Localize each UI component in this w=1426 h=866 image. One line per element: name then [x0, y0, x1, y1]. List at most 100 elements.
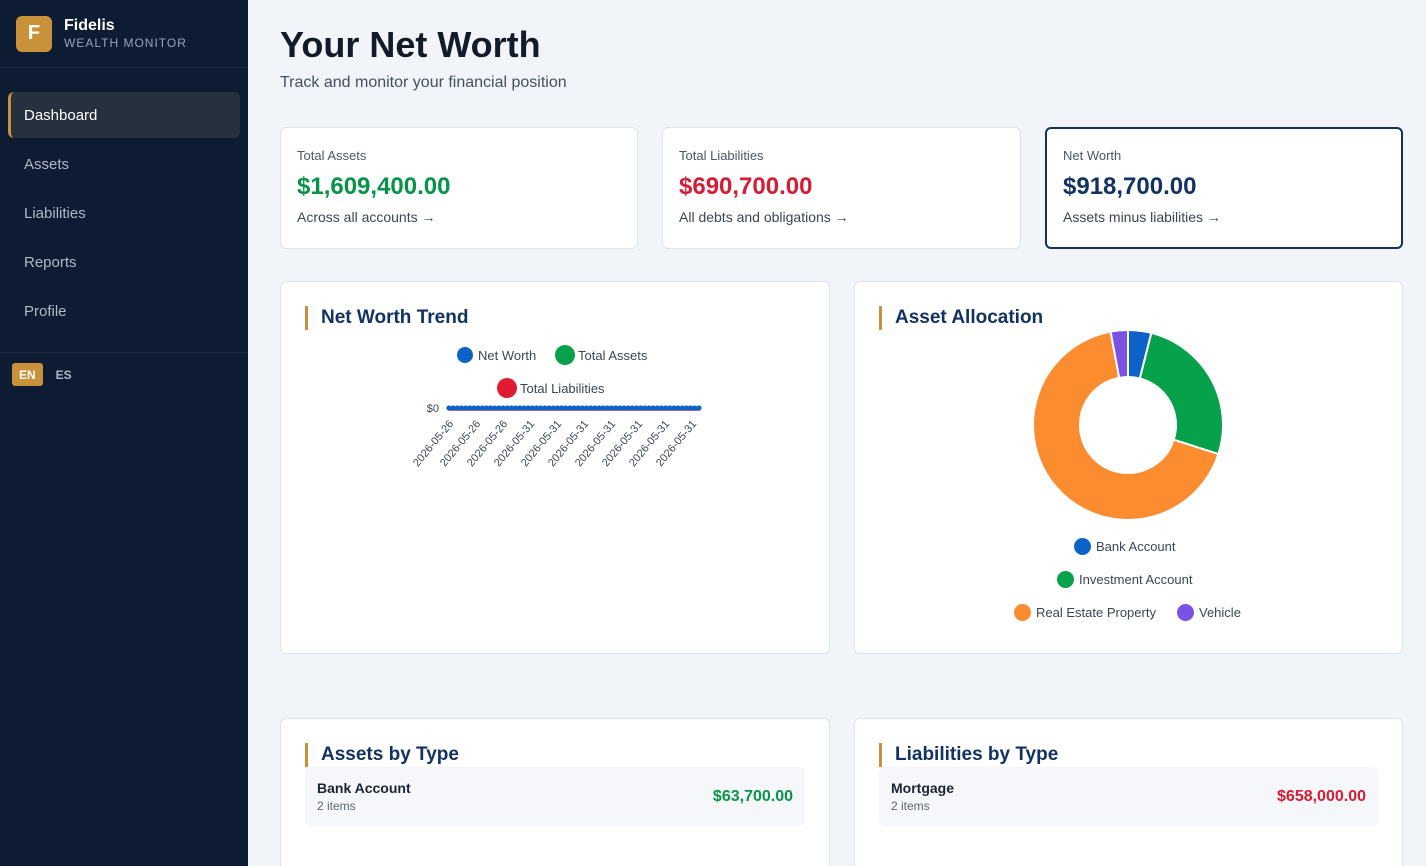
- data-point[interactable]: [492, 405, 498, 411]
- data-point[interactable]: [529, 405, 535, 411]
- legend-dot-icon: [1177, 604, 1194, 621]
- data-point[interactable]: [658, 405, 665, 411]
- data-point[interactable]: [617, 405, 623, 411]
- data-point[interactable]: [588, 405, 594, 411]
- data-point[interactable]: [550, 405, 556, 411]
- data-point[interactable]: [692, 405, 698, 411]
- data-point[interactable]: [663, 405, 669, 411]
- sidebar-item-reports[interactable]: Reports: [24, 253, 77, 271]
- data-point[interactable]: [650, 405, 656, 411]
- total-liabilities-card[interactable]: Total Liabilities $690,700.00 All debts …: [662, 127, 1021, 249]
- data-point[interactable]: [675, 405, 681, 411]
- legend-dot-icon: [497, 378, 517, 398]
- row-count: 2 items: [317, 799, 356, 813]
- sidebar-item-profile[interactable]: Profile: [24, 302, 67, 320]
- data-point[interactable]: [496, 405, 502, 411]
- data-point[interactable]: [600, 405, 606, 411]
- legend-real-estate-property[interactable]: Real Estate Property: [1014, 604, 1156, 621]
- data-point[interactable]: [567, 405, 573, 411]
- legend-bank-account[interactable]: Bank Account: [1074, 538, 1176, 555]
- data-point[interactable]: [500, 405, 506, 411]
- legend-label: Real Estate Property: [1036, 605, 1156, 620]
- data-point[interactable]: [488, 405, 494, 411]
- data-point[interactable]: [558, 405, 565, 411]
- data-point[interactable]: [467, 405, 473, 411]
- data-point[interactable]: [638, 405, 644, 411]
- legend-vehicle[interactable]: Vehicle: [1177, 604, 1241, 621]
- legend-label: Net Worth: [478, 347, 537, 363]
- data-point[interactable]: [508, 405, 515, 411]
- data-point[interactable]: [613, 405, 619, 411]
- data-point[interactable]: [633, 405, 640, 411]
- data-point[interactable]: [454, 405, 460, 411]
- row-value: $63,700.00: [712, 788, 793, 805]
- legend-investment-account[interactable]: Investment Account: [1057, 571, 1192, 588]
- brand[interactable]: F Fidelis WEALTH MONITOR: [0, 0, 248, 68]
- legend-label: Total Assets: [578, 347, 648, 363]
- data-point[interactable]: [525, 405, 531, 411]
- data-point[interactable]: [608, 405, 615, 411]
- sidebar-item-liabilities[interactable]: Liabilities: [24, 204, 86, 222]
- legend-dot-icon: [1074, 538, 1091, 555]
- total-liabilities-value: $690,700.00: [679, 173, 813, 200]
- data-point[interactable]: [688, 405, 694, 411]
- data-point[interactable]: [538, 405, 544, 411]
- net-worth-card[interactable]: Net Worth $918,700.00 Assets minus liabi…: [1045, 127, 1403, 249]
- data-point[interactable]: [646, 405, 652, 411]
- data-point[interactable]: [679, 405, 685, 411]
- pie-slice[interactable]: [1109, 328, 1129, 379]
- data-point[interactable]: [625, 405, 631, 411]
- data-point[interactable]: [483, 405, 490, 411]
- data-point[interactable]: [513, 405, 519, 411]
- legend-total-liabilities[interactable]: Total Liabilities: [497, 378, 605, 398]
- list-item[interactable]: Mortgage 2 items $658,000.00: [879, 767, 1378, 826]
- net-worth-link[interactable]: Assets minus liabilities →: [1063, 209, 1221, 225]
- data-point[interactable]: [542, 405, 548, 411]
- data-point[interactable]: [621, 405, 627, 411]
- total-liabilities-link[interactable]: All debts and obligations →: [679, 209, 849, 225]
- data-point[interactable]: [533, 405, 540, 411]
- data-point[interactable]: [563, 405, 569, 411]
- data-point[interactable]: [521, 405, 527, 411]
- data-point[interactable]: [583, 405, 590, 411]
- pie-slice[interactable]: [1032, 330, 1220, 521]
- data-point[interactable]: [654, 405, 660, 411]
- data-point[interactable]: [642, 405, 648, 411]
- data-point[interactable]: [446, 405, 452, 411]
- stat-label: Total Liabilities: [679, 148, 764, 163]
- stat-label: Net Worth: [1063, 148, 1122, 163]
- sidebar-item-dashboard[interactable]: Dashboard: [8, 92, 240, 138]
- logo-icon: F: [16, 15, 52, 52]
- data-point[interactable]: [546, 405, 552, 411]
- data-point[interactable]: [592, 405, 598, 411]
- legend-label: Total Liabilities: [520, 380, 605, 396]
- data-point[interactable]: [683, 405, 690, 411]
- data-point[interactable]: [604, 405, 610, 411]
- data-point[interactable]: [667, 405, 673, 411]
- data-point[interactable]: [671, 405, 677, 411]
- list-item[interactable]: Bank Account 2 items $63,700.00: [305, 767, 805, 826]
- data-point[interactable]: [596, 405, 602, 411]
- sidebar-item-assets[interactable]: Assets: [24, 155, 70, 173]
- legend-net-worth[interactable]: Net Worth: [457, 347, 536, 363]
- data-point[interactable]: [517, 405, 523, 411]
- data-point[interactable]: [475, 405, 481, 411]
- data-point[interactable]: [471, 405, 477, 411]
- legend-total-assets[interactable]: Total Assets: [555, 345, 647, 365]
- language-en-button[interactable]: EN: [12, 363, 43, 386]
- data-point[interactable]: [463, 405, 469, 411]
- data-point[interactable]: [575, 405, 581, 411]
- data-point[interactable]: [479, 405, 485, 411]
- data-point[interactable]: [450, 405, 456, 411]
- data-point[interactable]: [554, 405, 560, 411]
- data-point[interactable]: [504, 405, 510, 411]
- pie-slice[interactable]: [1138, 331, 1224, 456]
- language-es-button[interactable]: ES: [55, 367, 72, 382]
- total-assets-link[interactable]: Across all accounts →: [297, 209, 436, 225]
- data-point[interactable]: [458, 405, 465, 411]
- data-point[interactable]: [579, 405, 585, 411]
- data-point[interactable]: [696, 405, 702, 411]
- total-assets-card[interactable]: Total Assets $1,609,400.00 Across all ac…: [280, 127, 638, 249]
- data-point[interactable]: [629, 405, 635, 411]
- data-point[interactable]: [571, 405, 577, 411]
